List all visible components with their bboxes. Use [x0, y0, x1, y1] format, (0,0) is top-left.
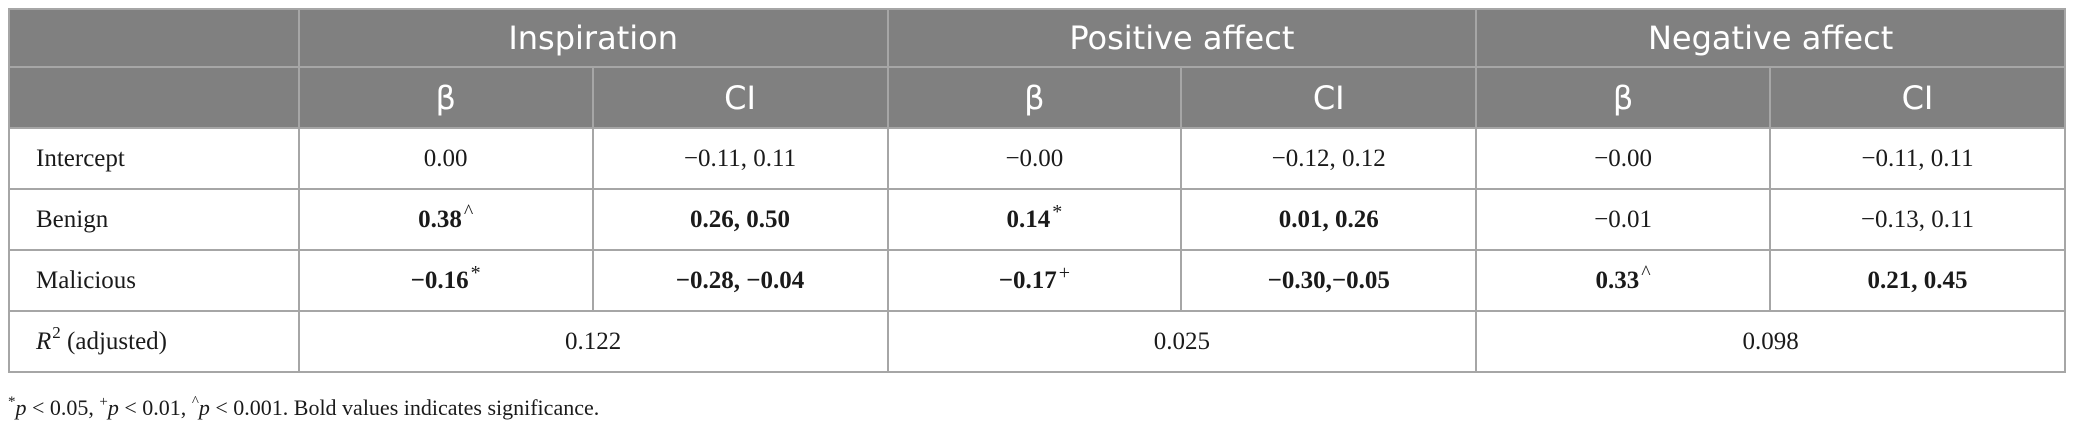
r-label-suffix: (adjusted) — [60, 327, 167, 355]
sub-header-beta: β — [886, 66, 1183, 129]
footnote-p: p — [107, 395, 119, 420]
cell-ci: −0.11, 0.11 — [1768, 127, 2067, 190]
cell-beta: −0.16 * — [297, 249, 594, 312]
table-footnote: *p < 0.05, +p < 0.01, ^p < 0.001. Bold v… — [8, 394, 600, 421]
cell-ci: −0.30,−0.05 — [1180, 249, 1478, 312]
sub-header-corner — [8, 66, 300, 129]
footnote-text: < 0.05, — [26, 395, 100, 420]
cell-value: 0.33 — [1595, 266, 1640, 294]
row-label: Intercept — [8, 127, 300, 190]
cell-ci: −0.13, 0.11 — [1768, 188, 2067, 251]
cell-value: −0.00 — [1594, 144, 1653, 172]
sub-header-row: β CI β CI β CI — [8, 66, 2067, 129]
row-label: Benign — [8, 188, 300, 251]
cell-beta: −0.17 + — [886, 249, 1183, 312]
r-symbol: R — [36, 327, 52, 355]
cell-value: 0.21, 0.45 — [1867, 266, 1968, 294]
table-row-benign: Benign 0.38 ^ 0.26, 0.50 0.14 * 0.01, 0.26… — [8, 188, 2067, 251]
footnote-text: < 0.001. Bold values indicates significa… — [209, 395, 600, 420]
cell-ci: −0.12, 0.12 — [1180, 127, 1478, 190]
cell-value: 0.00 — [423, 144, 468, 172]
footnote-text: < 0.01, — [118, 395, 192, 420]
cell-ci: 0.26, 0.50 — [591, 188, 889, 251]
cell-value: −0.01 — [1594, 205, 1653, 233]
footnote-p: p — [198, 395, 210, 420]
sub-header-ci: CI — [1180, 66, 1478, 129]
sub-header-ci: CI — [591, 66, 889, 129]
row-label: Malicious — [8, 249, 300, 312]
cell-value: −0.00 — [1005, 144, 1064, 172]
table-row-r-squared: R2 (adjusted) 0.122 0.025 0.098 — [8, 310, 2066, 373]
significance-marker: * — [470, 261, 481, 284]
footnote-marker: * — [8, 394, 16, 410]
cell-ci: 0.01, 0.26 — [1180, 188, 1478, 251]
cell-value: −0.30,−0.05 — [1267, 266, 1390, 294]
cell-value: −0.11, 0.11 — [1861, 144, 1974, 172]
group-header-row: Inspiration Positive affect Negative aff… — [8, 8, 2066, 68]
cell-value: −0.17 — [998, 266, 1057, 294]
significance-marker: + — [1058, 261, 1070, 284]
cell-value: −0.28, −0.04 — [675, 266, 805, 294]
table-row-malicious: Malicious −0.16 * −0.28, −0.04 −0.17 + −0.… — [8, 249, 2067, 312]
cell-value: 0.38 — [418, 205, 462, 233]
significance-marker: ^ — [463, 200, 474, 223]
cell-value: −0.16 — [410, 266, 469, 294]
r-squared-negative-affect: 0.098 — [1475, 310, 2066, 373]
cell-ci: −0.28, −0.04 — [591, 249, 889, 312]
significance-marker: * — [1052, 200, 1063, 223]
cell-beta: 0.38 ^ — [297, 188, 594, 251]
table-row-intercept: Intercept 0.00 −0.11, 0.11 −0.00 −0.12, … — [8, 127, 2067, 190]
cell-ci: −0.11, 0.11 — [591, 127, 889, 190]
row-label: R2 (adjusted) — [8, 310, 300, 373]
cell-beta: 0.33 ^ — [1475, 249, 1771, 312]
r-squared-inspiration: 0.122 — [297, 310, 889, 373]
cell-value: −0.13, 0.11 — [1860, 205, 1975, 233]
cell-beta: 0.00 — [297, 127, 594, 190]
cell-value: 0.14 — [1006, 205, 1051, 233]
group-header-inspiration: Inspiration — [297, 8, 889, 68]
r-squared-positive-affect: 0.025 — [886, 310, 1478, 373]
cell-beta: 0.14 * — [886, 188, 1183, 251]
sub-header-beta: β — [1475, 66, 1771, 129]
cell-ci: 0.21, 0.45 — [1768, 249, 2067, 312]
group-header-positive-affect: Positive affect — [886, 8, 1478, 68]
cell-beta: −0.01 — [1475, 188, 1771, 251]
cell-value: −0.11, 0.11 — [683, 144, 797, 172]
sub-header-ci: CI — [1768, 66, 2067, 129]
header-corner — [8, 8, 300, 68]
cell-value: 0.26, 0.50 — [690, 205, 791, 233]
regression-table: Inspiration Positive affect Negative aff… — [8, 8, 2067, 373]
cell-beta: −0.00 — [1475, 127, 1771, 190]
group-header-negative-affect: Negative affect — [1475, 8, 2066, 68]
footnote-marker: + — [99, 394, 108, 410]
cell-value: 0.01, 0.26 — [1278, 205, 1379, 233]
footnote-p: p — [15, 395, 27, 420]
cell-value: −0.12, 0.12 — [1271, 144, 1386, 172]
r-exponent: 2 — [52, 322, 61, 342]
regression-table-container: Inspiration Positive affect Negative aff… — [8, 8, 2067, 373]
significance-marker: ^ — [1641, 261, 1651, 284]
footnote-marker: ^ — [191, 394, 199, 410]
cell-beta: −0.00 — [886, 127, 1183, 190]
sub-header-beta: β — [297, 66, 594, 129]
